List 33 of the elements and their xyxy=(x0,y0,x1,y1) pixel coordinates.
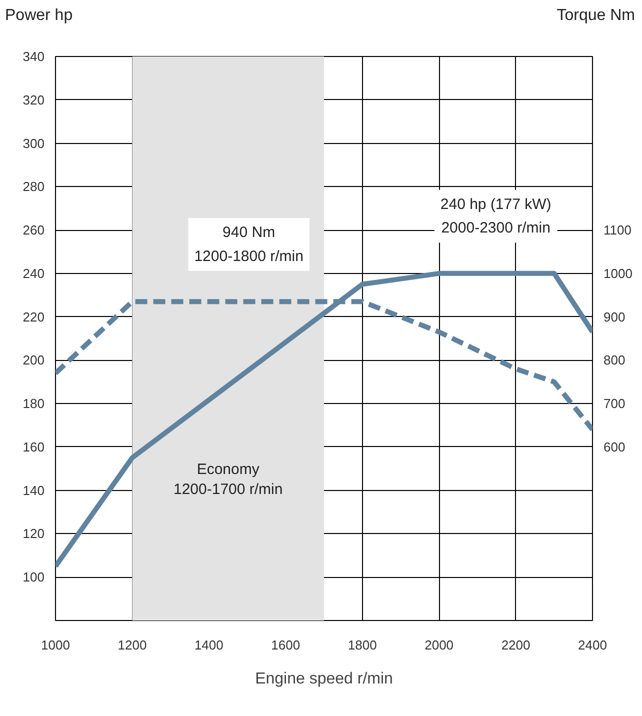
y2-tick-label: 800 xyxy=(604,352,626,368)
y-tick-label: 300 xyxy=(22,136,45,151)
y2-axis-title: Torque Nm xyxy=(556,6,635,26)
band-label: Economy 1200-1700 r/min xyxy=(173,460,283,498)
y-tick-label: 140 xyxy=(22,482,45,498)
y2-tick-label: 600 xyxy=(604,439,626,454)
x-tick-label: 2200 xyxy=(501,638,530,652)
y-tick-label: 220 xyxy=(22,309,45,324)
y-tick-label: 280 xyxy=(22,179,45,194)
x-tick-label: 1000 xyxy=(41,638,70,652)
y2-tick-label: 1000 xyxy=(604,266,632,281)
x-tick-label: 1200 xyxy=(118,638,147,652)
x-axis-title: Engine speed r/min xyxy=(255,670,393,688)
y-axis-title: Power hp xyxy=(5,6,73,26)
y-tick-label: 100 xyxy=(22,570,45,585)
y-tick-label: 180 xyxy=(22,396,45,412)
y-tick-label: 240 xyxy=(22,266,45,281)
y-tick-label: 340 xyxy=(22,49,45,64)
x-tick-label: 1800 xyxy=(348,638,377,652)
y2-tick-label: 1100 xyxy=(604,222,632,238)
annotation: 240 hp (177 kW) 2000-2300 r/min xyxy=(440,196,552,237)
annotation: 940 Nm 1200-1800 r/min xyxy=(194,224,304,265)
x-tick-label: 2000 xyxy=(424,638,454,652)
x-tick-label: 1600 xyxy=(271,638,300,652)
x-tick-label: 2400 xyxy=(578,638,607,652)
y2-tick-label: 900 xyxy=(604,309,626,324)
y-tick-label: 160 xyxy=(22,439,45,454)
y-tick-label: 260 xyxy=(22,222,45,238)
y-tick-label: 320 xyxy=(22,92,45,108)
y-tick-label: 120 xyxy=(22,526,45,542)
y2-tick-label: 700 xyxy=(604,396,626,412)
y-tick-label: 200 xyxy=(22,352,45,368)
x-tick-label: 1400 xyxy=(194,638,224,652)
